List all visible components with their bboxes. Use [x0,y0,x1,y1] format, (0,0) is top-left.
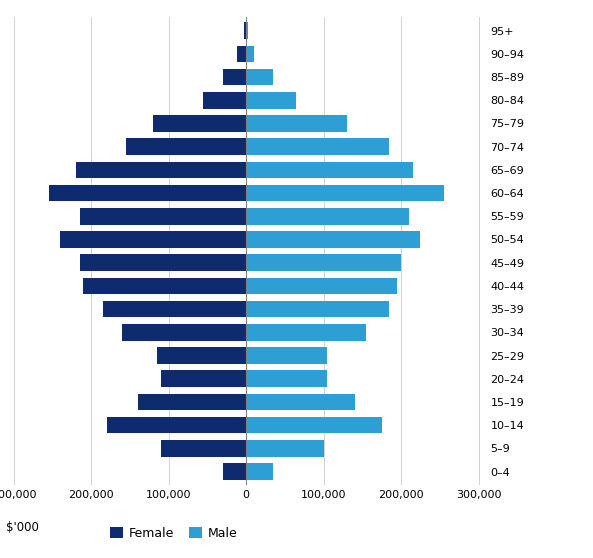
Bar [157,347,246,364]
Bar [84,277,246,294]
Bar [246,440,324,456]
Bar [76,161,246,178]
Bar [246,22,248,39]
Bar [79,254,246,271]
Bar [246,46,254,62]
Bar [103,301,246,318]
Bar [246,324,366,341]
Bar [223,69,246,85]
Bar [246,277,397,294]
Bar [246,393,355,410]
Bar [246,463,273,480]
Bar [246,208,409,225]
Bar [237,46,246,62]
Bar [153,115,246,132]
Bar [246,254,401,271]
Legend: Female, Male: Female, Male [105,522,243,545]
Bar [246,92,296,109]
Bar [203,92,246,109]
Bar [246,161,413,178]
Text: $'000: $'000 [6,521,39,534]
Bar [246,138,390,155]
Bar [246,69,273,85]
Bar [161,371,246,387]
Bar [161,440,246,456]
Bar [244,22,246,39]
Bar [126,138,246,155]
Bar [246,371,327,387]
Bar [246,115,347,132]
Bar [246,417,382,434]
Bar [246,185,444,201]
Bar [223,463,246,480]
Bar [138,393,246,410]
Bar [246,347,327,364]
Bar [49,185,246,201]
Bar [122,324,246,341]
Bar [246,231,420,248]
Bar [60,231,246,248]
Bar [107,417,246,434]
Bar [79,208,246,225]
Bar [246,301,390,318]
